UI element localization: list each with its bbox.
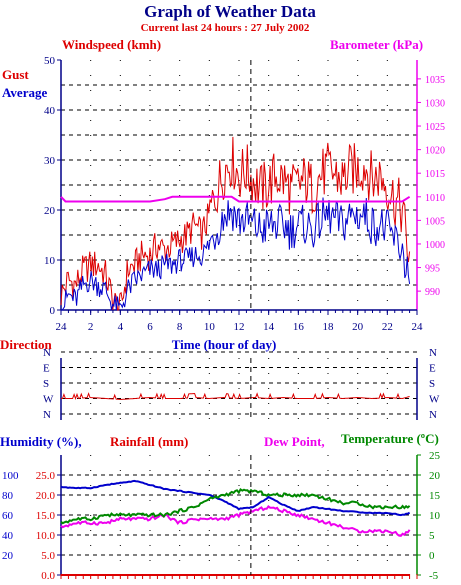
barometer-tick-label: 1025 bbox=[425, 122, 445, 133]
time-tick-label: 6 bbox=[147, 321, 153, 333]
page-title: Graph of Weather Data bbox=[144, 2, 316, 21]
direction-series-line bbox=[61, 392, 410, 401]
temp-tick-label: 15 bbox=[429, 490, 441, 502]
humidity-series-line bbox=[60, 479, 411, 517]
barometer-series-line bbox=[60, 195, 411, 203]
barometer-tick-label: 1020 bbox=[425, 146, 445, 157]
direction-tick-label-left: N bbox=[43, 347, 51, 359]
time-tick-label: 4 bbox=[118, 321, 124, 333]
barometer-tick-label: 1000 bbox=[425, 240, 445, 251]
temp-tick-label: 0 bbox=[429, 550, 435, 562]
rainfall-tick-label: 25.0 bbox=[36, 470, 56, 482]
dewpoint-series-line bbox=[60, 504, 411, 537]
humidity-tick-label: 80 bbox=[2, 490, 14, 502]
direction-tick-label-right: N bbox=[429, 409, 437, 421]
humidity-tick-label: 60 bbox=[2, 510, 14, 522]
time-tick-label: 8 bbox=[177, 321, 183, 333]
temperature-series-line bbox=[60, 487, 411, 525]
gust-legend-label: Gust bbox=[2, 67, 29, 82]
barometer-tick-label: 990 bbox=[425, 287, 440, 298]
page-subtitle: Current last 24 hours : 27 July 2002 bbox=[141, 22, 310, 34]
rainfall-label: Rainfall (mm) bbox=[110, 434, 188, 449]
direction-label: Direction bbox=[0, 337, 53, 352]
humidity-tick-label: 100 bbox=[2, 470, 19, 482]
direction-tick-label-right: N bbox=[429, 347, 437, 359]
wind-tick-label: 20 bbox=[44, 205, 56, 217]
barometer-label: Barometer (kPa) bbox=[330, 37, 423, 52]
direction-tick-label-left: S bbox=[43, 378, 49, 390]
temp-tick-label: 10 bbox=[429, 510, 441, 522]
time-tick-label: 24 bbox=[412, 321, 424, 333]
direction-tick-label-left: E bbox=[43, 363, 50, 375]
time-tick-label: 14 bbox=[263, 321, 275, 333]
humidity-tick-label: 20 bbox=[2, 550, 14, 562]
average-series-line bbox=[61, 197, 411, 311]
rainfall-tick-label: 20.0 bbox=[36, 490, 56, 502]
time-tick-label: 22 bbox=[382, 321, 393, 333]
temp-tick-label: 5 bbox=[429, 530, 435, 542]
time-tick-label: 16 bbox=[293, 321, 305, 333]
wind-tick-label: 50 bbox=[44, 55, 56, 67]
barometer-tick-label: 1035 bbox=[425, 75, 445, 86]
temp-tick-label: -5 bbox=[429, 570, 439, 582]
average-legend-label: Average bbox=[2, 85, 47, 100]
barometer-tick-label: 1015 bbox=[425, 169, 445, 180]
time-tick-label: 24 bbox=[56, 321, 68, 333]
wind-tick-label: 10 bbox=[44, 255, 56, 267]
time-tick-label: 20 bbox=[352, 321, 364, 333]
time-tick-label: 2 bbox=[88, 321, 94, 333]
direction-tick-label-left: W bbox=[43, 394, 54, 406]
humidity-tick-label: 40 bbox=[2, 530, 14, 542]
time-tick-label: 12 bbox=[234, 321, 245, 333]
rainfall-tick-label: 5.0 bbox=[41, 550, 55, 562]
temp-tick-label: 25 bbox=[429, 450, 441, 462]
wind-tick-label: 0 bbox=[50, 305, 56, 317]
direction-tick-label-right: S bbox=[429, 378, 435, 390]
temp-tick-label: 20 bbox=[429, 470, 441, 482]
wind-tick-label: 40 bbox=[44, 105, 56, 117]
wind-tick-label: 30 bbox=[44, 155, 56, 167]
barometer-tick-label: 1030 bbox=[425, 98, 445, 109]
rainfall-tick-label: 10.0 bbox=[36, 530, 56, 542]
barometer-tick-label: 1010 bbox=[425, 193, 445, 204]
direction-tick-label-right: W bbox=[429, 394, 440, 406]
barometer-tick-label: 1005 bbox=[425, 216, 445, 227]
direction-tick-label-left: N bbox=[43, 409, 51, 421]
dewpoint-label: Dew Point, bbox=[264, 434, 325, 449]
barometer-tick-label: 995 bbox=[425, 264, 440, 275]
windspeed-label: Windspeed (kmh) bbox=[62, 37, 161, 52]
rainfall-tick-label: 15.0 bbox=[36, 510, 56, 522]
temperature-label: Temperature (ºC) bbox=[341, 431, 439, 446]
humidity-label: Humidity (%), bbox=[0, 434, 82, 449]
direction-tick-label-right: E bbox=[429, 363, 436, 375]
rainfall-tick-label: 0.0 bbox=[41, 570, 55, 582]
time-tick-label: 10 bbox=[204, 321, 216, 333]
time-axis-label: Time (hour of day) bbox=[172, 337, 277, 352]
time-tick-label: 18 bbox=[323, 321, 335, 333]
